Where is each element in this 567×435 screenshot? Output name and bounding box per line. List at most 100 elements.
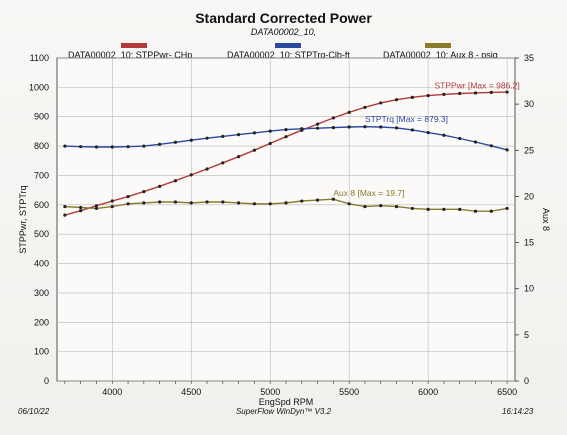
y-left-tick-label: 300 bbox=[34, 288, 49, 298]
data-point bbox=[347, 110, 351, 114]
y-right-axis-label: Aux 8 bbox=[541, 208, 551, 231]
data-point bbox=[473, 140, 478, 144]
legend-swatch-stptrq bbox=[275, 43, 301, 48]
data-point bbox=[300, 199, 304, 203]
data-point bbox=[158, 200, 162, 204]
data-point bbox=[189, 201, 193, 205]
data-point bbox=[379, 101, 383, 105]
data-point bbox=[63, 213, 67, 217]
data-point bbox=[410, 206, 414, 211]
data-point bbox=[79, 145, 83, 149]
footer-date: 06/10/22 bbox=[18, 407, 50, 416]
data-point bbox=[410, 95, 414, 99]
legend-swatch-stppwr bbox=[121, 43, 147, 48]
data-point bbox=[426, 207, 430, 211]
data-point bbox=[221, 134, 225, 139]
x-tick-label: 5500 bbox=[339, 387, 359, 397]
data-point bbox=[110, 145, 114, 149]
series-annotation: STPTrq [Max = 879.3] bbox=[365, 114, 448, 124]
data-point bbox=[268, 202, 272, 206]
legend-label-stppwr: DATA00002_10: STPPwr- CHp bbox=[68, 50, 193, 60]
x-tick-label: 5000 bbox=[260, 387, 280, 397]
y-right-tick-label: 30 bbox=[524, 99, 534, 109]
data-point bbox=[237, 133, 241, 137]
data-point bbox=[489, 144, 493, 148]
data-point bbox=[110, 199, 114, 203]
data-point bbox=[442, 133, 446, 137]
data-point bbox=[142, 190, 146, 194]
x-tick-label: 6000 bbox=[418, 387, 438, 397]
x-tick-label: 6500 bbox=[497, 387, 517, 397]
data-point bbox=[237, 201, 241, 205]
y-right-tick-label: 35 bbox=[524, 53, 534, 63]
legend-swatch-aux8 bbox=[425, 43, 451, 48]
y-left-tick-label: 1100 bbox=[30, 53, 49, 63]
data-point bbox=[252, 148, 257, 152]
data-point bbox=[268, 129, 272, 133]
data-point bbox=[426, 130, 430, 135]
data-point bbox=[173, 179, 178, 183]
data-point bbox=[63, 144, 67, 148]
data-point bbox=[331, 197, 335, 201]
y-left-tick-label: 600 bbox=[34, 200, 49, 210]
data-point bbox=[252, 202, 257, 206]
data-point bbox=[363, 204, 367, 209]
data-point bbox=[205, 136, 209, 140]
data-point bbox=[237, 155, 241, 159]
series-annotation: Aux 8 [Max = 19.7] bbox=[333, 188, 404, 198]
data-point bbox=[205, 167, 209, 171]
data-point bbox=[489, 209, 493, 213]
data-point bbox=[379, 125, 383, 129]
data-point bbox=[331, 116, 335, 120]
data-point bbox=[284, 201, 288, 205]
y-left-tick-label: 400 bbox=[34, 259, 49, 269]
data-point bbox=[379, 204, 383, 208]
y-left-tick-label: 900 bbox=[34, 112, 49, 122]
data-point bbox=[221, 200, 225, 204]
x-tick-label: 4500 bbox=[181, 387, 201, 397]
data-point bbox=[473, 209, 478, 213]
data-point bbox=[458, 136, 462, 141]
series-annotation: STPPwr [Max = 986.2] bbox=[434, 80, 519, 90]
data-point bbox=[331, 125, 335, 130]
data-point bbox=[473, 91, 478, 95]
data-point bbox=[315, 198, 320, 202]
y-left-tick-label: 1000 bbox=[29, 82, 49, 92]
data-point bbox=[268, 141, 272, 146]
data-point bbox=[489, 90, 493, 94]
data-point bbox=[284, 128, 288, 132]
y-left-tick-label: 0 bbox=[44, 376, 49, 386]
legend-label-stptrq: DATA00002_10: STPTrq-Clb-ft bbox=[227, 50, 350, 60]
data-point bbox=[158, 142, 162, 146]
data-point bbox=[79, 209, 83, 213]
data-point bbox=[394, 126, 399, 130]
data-point bbox=[94, 145, 99, 149]
y-right-tick-label: 0 bbox=[524, 376, 529, 386]
y-left-tick-label: 800 bbox=[34, 141, 49, 151]
y-right-tick-label: 10 bbox=[524, 284, 534, 294]
data-point bbox=[142, 144, 146, 148]
footer-software: SuperFlow WinDyn™ V3.2 bbox=[235, 407, 332, 416]
data-point bbox=[458, 91, 462, 96]
data-point bbox=[63, 204, 67, 209]
y-left-tick-label: 200 bbox=[34, 317, 49, 327]
x-axis-label: EngSpd RPM bbox=[259, 397, 314, 407]
data-point bbox=[142, 201, 146, 205]
data-point bbox=[315, 126, 320, 130]
y-right-tick-label: 25 bbox=[524, 145, 534, 155]
data-point bbox=[189, 138, 193, 142]
data-point bbox=[505, 90, 509, 94]
data-point bbox=[442, 92, 446, 97]
data-point bbox=[173, 140, 178, 144]
data-point bbox=[94, 204, 99, 208]
data-point bbox=[442, 207, 446, 211]
data-point bbox=[363, 125, 367, 129]
chart-subtitle: DATA00002_10, bbox=[250, 27, 317, 37]
data-point bbox=[458, 207, 462, 211]
data-point bbox=[252, 131, 257, 135]
data-point bbox=[79, 205, 83, 210]
y-right-tick-label: 5 bbox=[524, 330, 529, 340]
data-point bbox=[205, 200, 209, 204]
data-point bbox=[110, 204, 114, 209]
